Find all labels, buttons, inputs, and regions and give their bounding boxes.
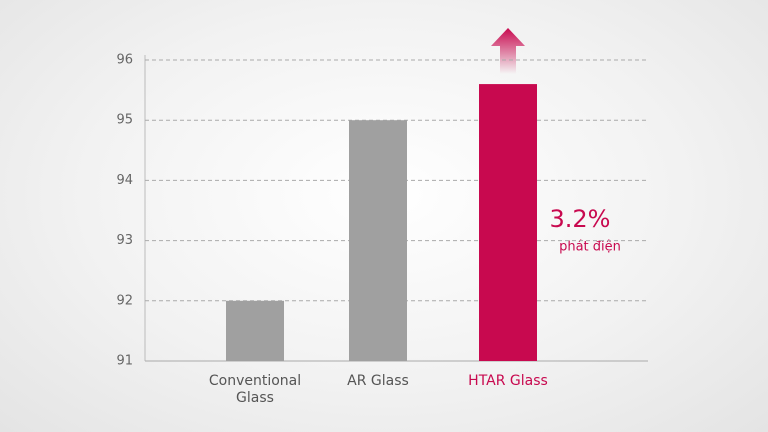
y-tick-label: 91: [116, 354, 133, 369]
increase-arrow: [491, 28, 525, 74]
annotation-label: phát điện: [559, 240, 621, 255]
y-tick-label: 92: [116, 293, 133, 308]
bar: [479, 84, 537, 361]
bar: [349, 120, 407, 361]
y-tick-label: 93: [116, 233, 133, 248]
x-tick-label: Conventional Glass: [208, 373, 302, 406]
y-tick-label: 95: [116, 113, 133, 128]
x-tick-label: AR Glass: [347, 373, 409, 389]
x-tick-label: HTAR Glass: [468, 373, 548, 389]
y-tick-label: 94: [116, 173, 133, 188]
y-tick-label: 96: [116, 53, 133, 68]
annotation-value: 3.2%: [550, 205, 611, 233]
bar: [226, 300, 284, 361]
